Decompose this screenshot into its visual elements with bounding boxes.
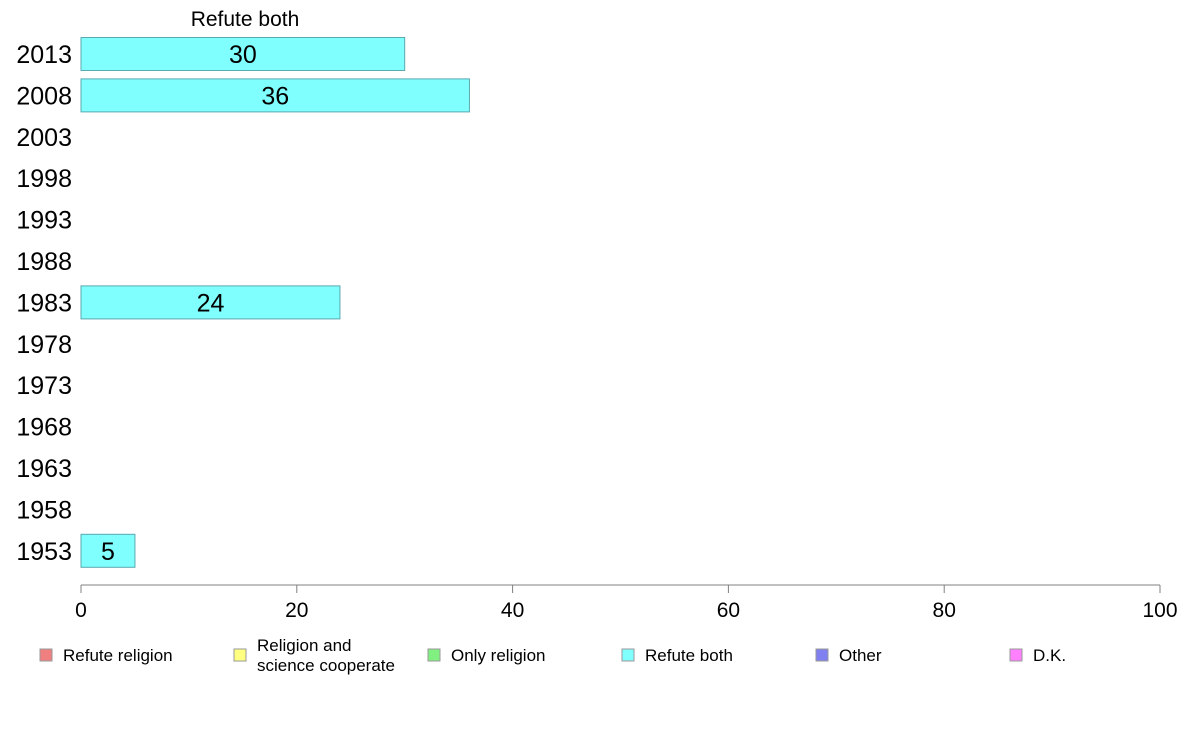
legend-label: Religion and (257, 636, 352, 655)
category-label: 1973 (16, 372, 72, 400)
x-tick-label: 80 (933, 599, 956, 622)
legend-label: Only religion (451, 646, 546, 665)
bar-value-label: 5 (101, 538, 115, 566)
legend-swatch (621, 648, 635, 662)
category-label: 1953 (16, 538, 72, 566)
bar-value-label: 36 (261, 82, 289, 110)
bar-value-label: 24 (197, 289, 225, 317)
legend-swatch (39, 648, 53, 662)
x-tick-label: 40 (501, 599, 524, 622)
category-label: 2013 (16, 41, 72, 69)
x-axis: 0 20 40 60 80 100 (75, 584, 1178, 622)
category-label: 1968 (16, 414, 72, 442)
chart-title: Refute both (191, 8, 300, 31)
category-labels: 2013 2008 2003 1998 1993 1988 1983 1978 1973 1968… (16, 41, 72, 566)
legend-label: Other (839, 646, 882, 665)
bar (80, 285, 341, 320)
legend-label: Refute both (645, 646, 733, 665)
bar-value-label: 30 (229, 41, 257, 69)
bar (80, 78, 470, 113)
x-tick-label: 100 (1142, 599, 1177, 622)
category-label: 2003 (16, 124, 72, 152)
bar (80, 533, 136, 568)
legend-label: D.K. (1033, 646, 1066, 665)
category-label: 1993 (16, 207, 72, 235)
legend-swatch (427, 648, 441, 662)
legend-label: Refute religion (63, 646, 173, 665)
category-label: 2008 (16, 82, 72, 110)
legend-swatch (815, 648, 829, 662)
category-label: 1988 (16, 248, 72, 276)
category-label: 1958 (16, 496, 72, 524)
legend-swatch (233, 648, 247, 662)
category-label: 1963 (16, 455, 72, 483)
category-label: 1978 (16, 331, 72, 359)
legend-swatch (1009, 648, 1023, 662)
x-tick-label: 60 (717, 599, 740, 622)
category-label: 1998 (16, 165, 72, 193)
x-tick-label: 0 (75, 599, 87, 622)
bar (80, 37, 406, 71)
category-label: 1983 (16, 289, 72, 317)
x-tick-label: 20 (285, 599, 308, 622)
legend-label: science cooperate (257, 656, 395, 675)
